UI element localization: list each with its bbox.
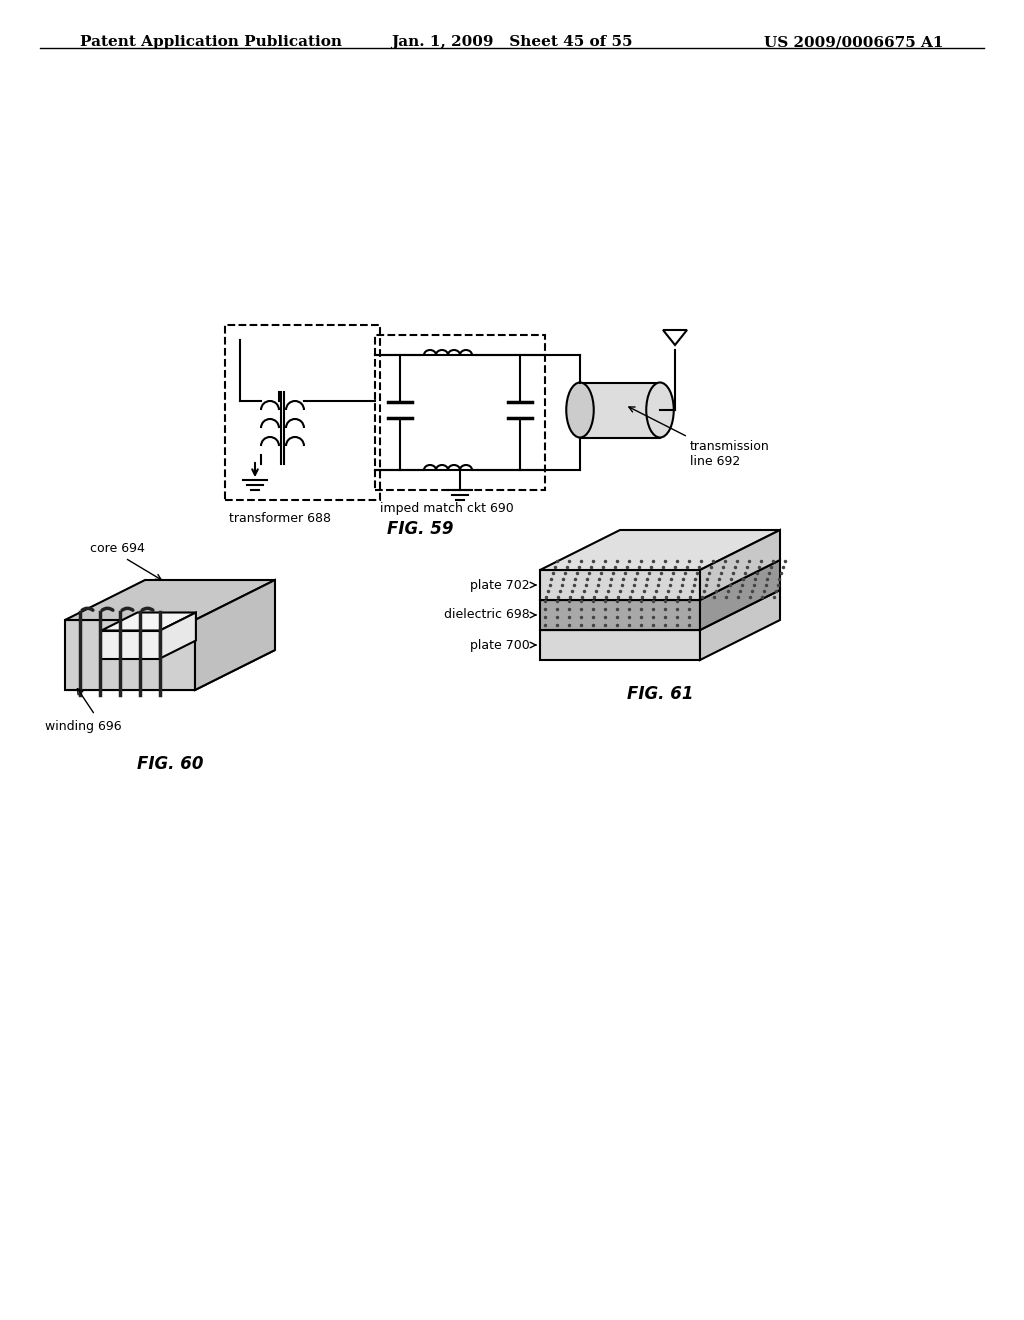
Polygon shape xyxy=(540,570,700,601)
Text: Patent Application Publication: Patent Application Publication xyxy=(80,36,342,49)
Polygon shape xyxy=(65,620,195,690)
Ellipse shape xyxy=(566,383,594,437)
Text: US 2009/0006675 A1: US 2009/0006675 A1 xyxy=(765,36,944,49)
Polygon shape xyxy=(540,590,780,630)
Polygon shape xyxy=(540,531,780,570)
Polygon shape xyxy=(101,631,160,659)
Polygon shape xyxy=(540,601,700,630)
Polygon shape xyxy=(540,560,780,601)
Text: transformer 688: transformer 688 xyxy=(229,512,331,525)
Polygon shape xyxy=(700,531,780,601)
Text: winding 696: winding 696 xyxy=(45,719,122,733)
Text: Jan. 1, 2009   Sheet 45 of 55: Jan. 1, 2009 Sheet 45 of 55 xyxy=(391,36,633,49)
Polygon shape xyxy=(540,630,700,660)
Text: transmission
line 692: transmission line 692 xyxy=(690,440,770,469)
Text: FIG. 61: FIG. 61 xyxy=(627,685,693,704)
Text: imped match ckt 690: imped match ckt 690 xyxy=(380,502,514,515)
Text: dielectric 698: dielectric 698 xyxy=(444,609,530,622)
Polygon shape xyxy=(160,612,196,659)
Text: FIG. 59: FIG. 59 xyxy=(387,520,454,539)
Text: FIG. 60: FIG. 60 xyxy=(137,755,203,774)
Ellipse shape xyxy=(646,383,674,437)
Polygon shape xyxy=(700,560,780,630)
Polygon shape xyxy=(195,579,275,690)
Polygon shape xyxy=(65,579,275,620)
FancyBboxPatch shape xyxy=(580,383,660,437)
Text: plate 702: plate 702 xyxy=(470,578,530,591)
Polygon shape xyxy=(65,649,275,690)
Polygon shape xyxy=(101,612,196,631)
Polygon shape xyxy=(700,590,780,660)
Text: plate 700: plate 700 xyxy=(470,639,530,652)
Text: core 694: core 694 xyxy=(90,543,144,554)
